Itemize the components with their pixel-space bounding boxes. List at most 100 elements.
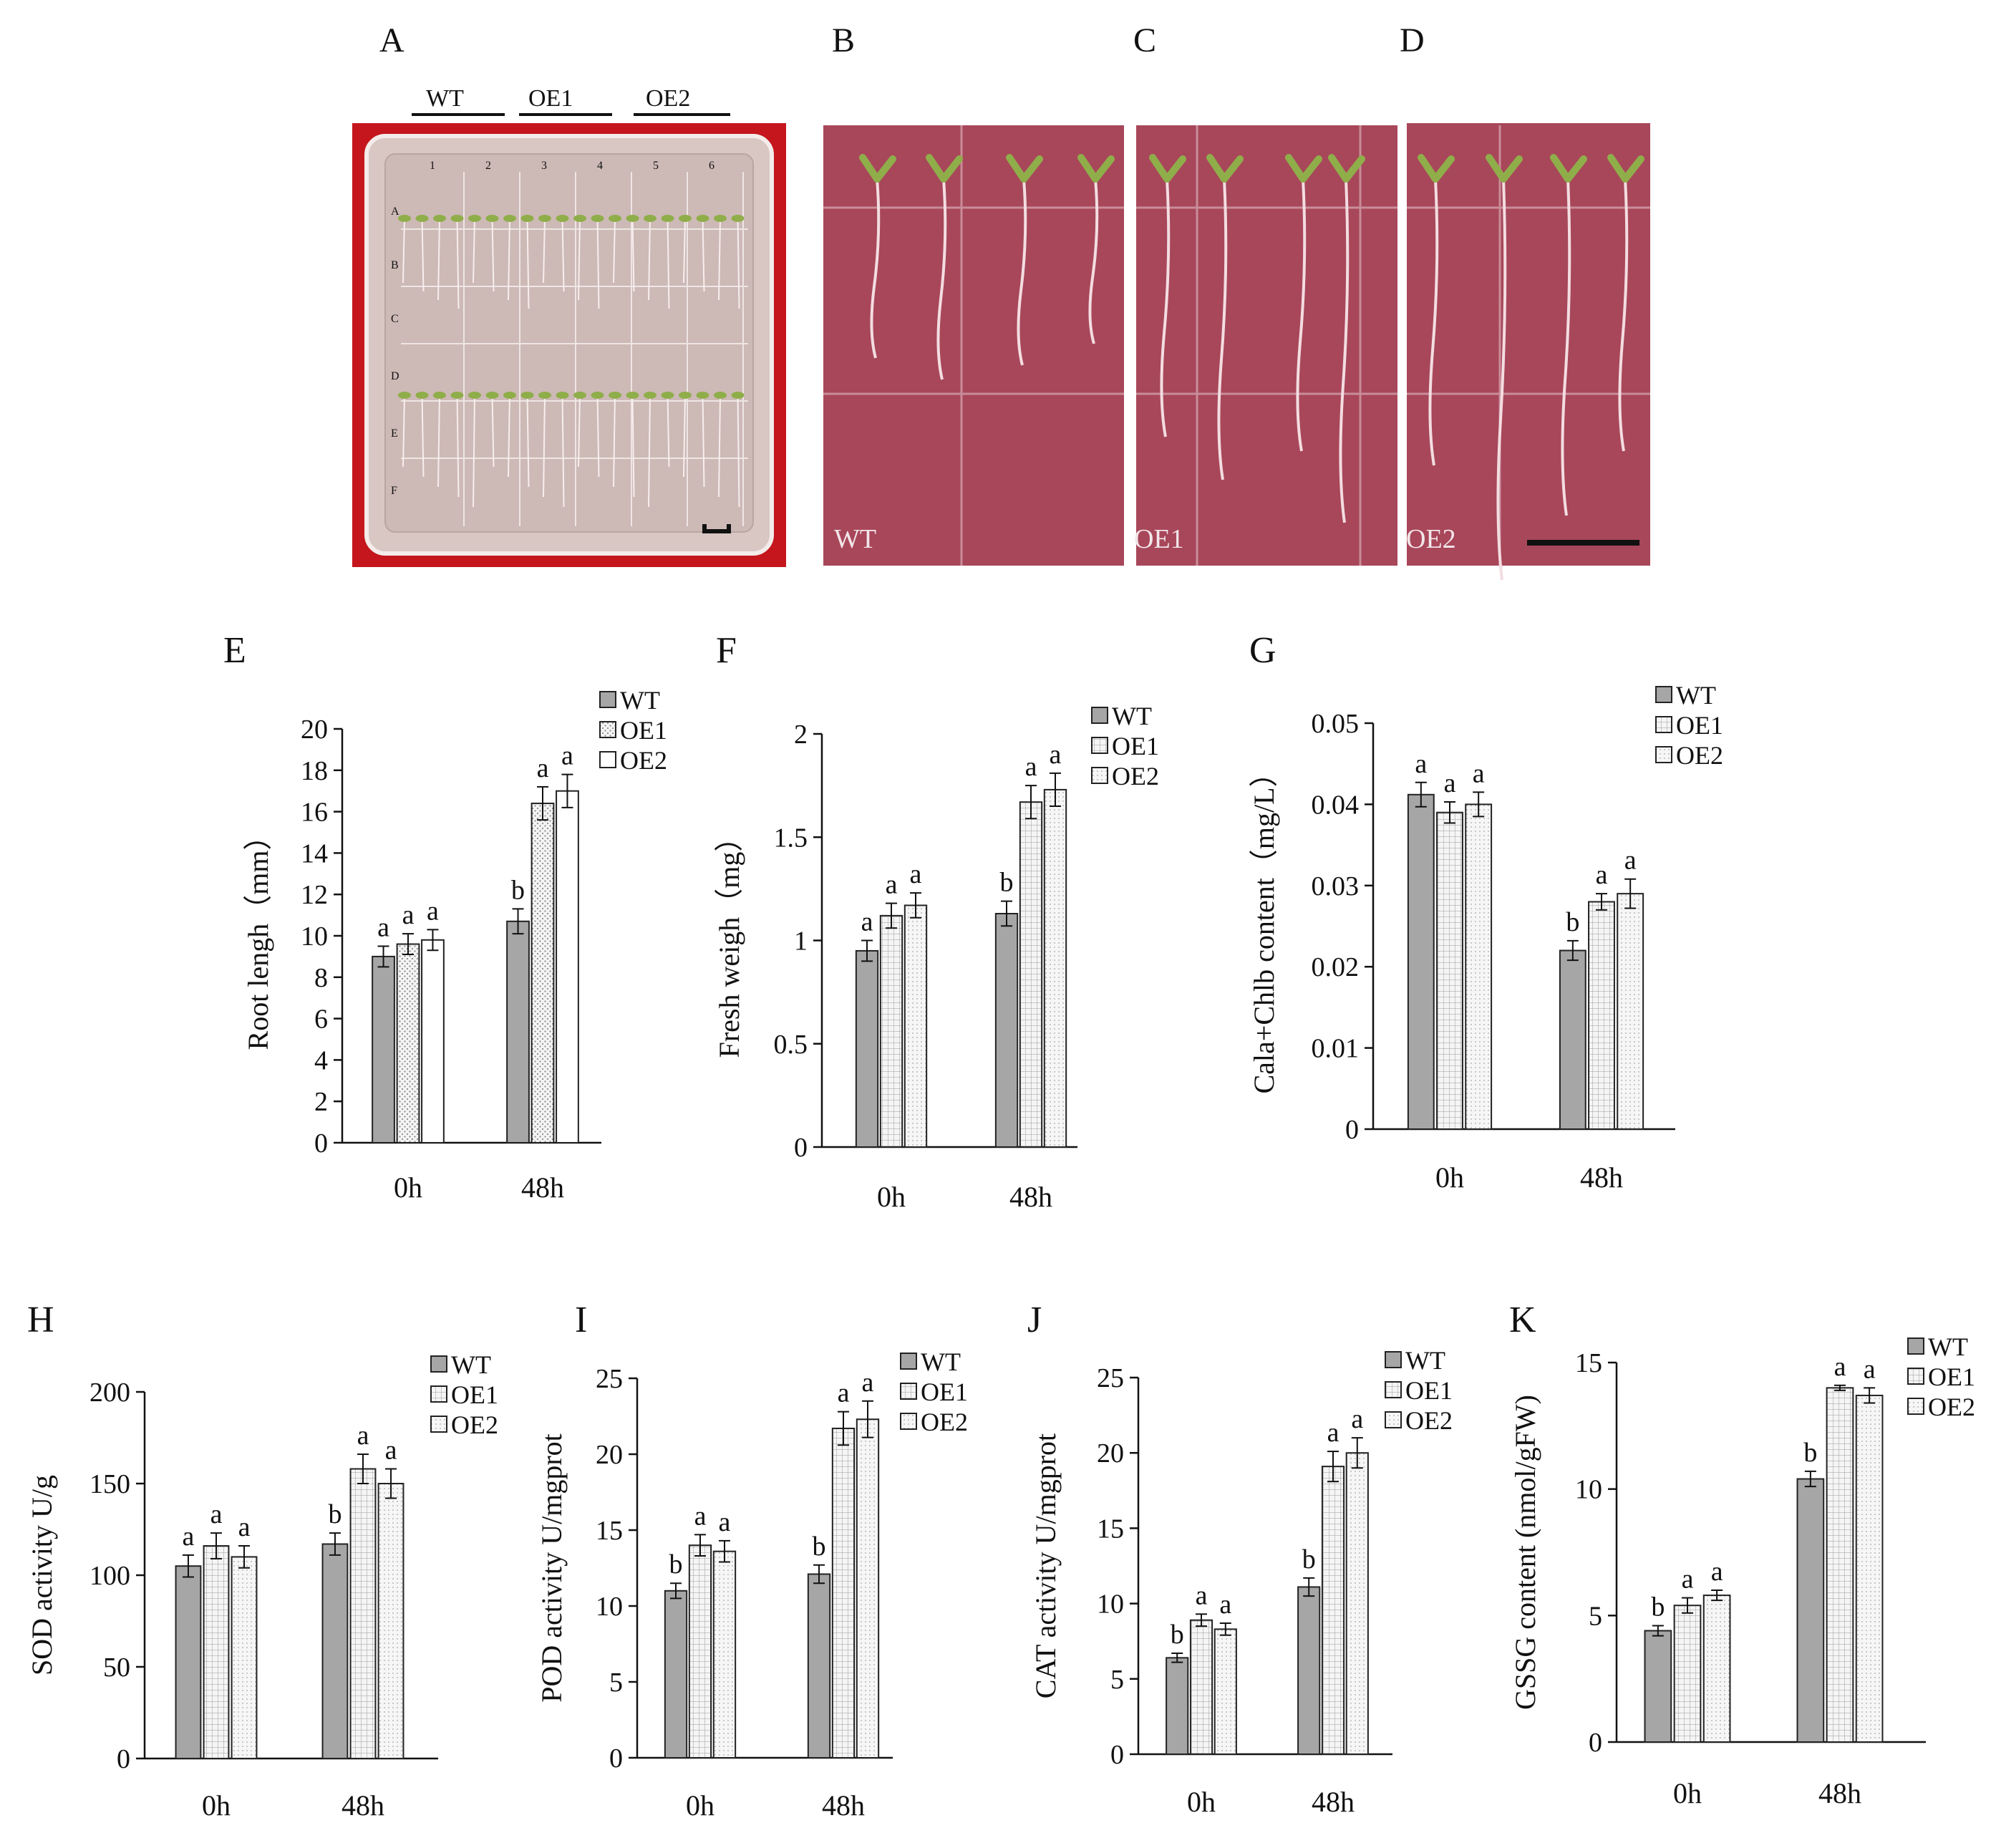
dish-leaf (450, 392, 464, 399)
legend-swatch-wt (1385, 1351, 1402, 1368)
dish-root (508, 395, 510, 478)
significance-letter: a (561, 741, 573, 771)
scale-bar-a (702, 524, 731, 533)
legend-label-oe2: OE2 (620, 746, 667, 775)
x-tick-label: 0h (394, 1171, 422, 1204)
significance-letter: a (1682, 1564, 1694, 1595)
legend-swatch-oe1 (430, 1385, 447, 1403)
dish-root (473, 218, 475, 284)
y-tick-label: 0 (1345, 1115, 1359, 1145)
significance-letter: b (1566, 907, 1579, 937)
seedling-root (1217, 178, 1228, 480)
dish-row-a: A (391, 205, 399, 218)
y-tick-label: 0.03 (1312, 871, 1360, 901)
significance-letter: a (910, 859, 922, 889)
dish-leaf (626, 392, 639, 399)
legend-label-wt: WT (1405, 1346, 1445, 1375)
legend-swatch-oe1 (900, 1383, 917, 1400)
x-tick-label: 0h (1187, 1786, 1216, 1818)
legend-swatch-oe2 (1907, 1398, 1924, 1415)
dish-root (683, 218, 686, 284)
legend-label-oe1: OE1 (620, 716, 667, 745)
dish-col-1: 1 (430, 160, 435, 172)
y-axis-label: Root lengh（mm） (242, 822, 274, 1050)
y-axis-label: GSSG content (nmol/gFW) (1509, 1395, 1541, 1710)
dish-leaf (644, 392, 657, 399)
y-axis-label: SOD activity U/g (26, 1475, 58, 1675)
y-tick-label: 0.05 (1312, 709, 1360, 739)
dish-leaf (591, 392, 604, 399)
bar-oe2-48h (1617, 893, 1644, 1130)
y-tick-label: 6 (314, 1005, 328, 1035)
bar-oe2-48h (1345, 1452, 1369, 1755)
significance-letter: a (1624, 846, 1637, 876)
bar-oe2-0h (231, 1556, 258, 1759)
dish-leaf (696, 215, 709, 222)
panel-letter-c: C (1133, 21, 1156, 59)
y-axis-label: Cala+Chlb content（mg/L） (1248, 758, 1280, 1093)
dish-leaf (679, 392, 692, 399)
legend-swatch-wt (1907, 1337, 1924, 1355)
y-tick-label: 15 (596, 1516, 623, 1546)
significance-letter: a (1473, 758, 1485, 788)
y-tick-label: 0.5 (774, 1030, 808, 1060)
legend-label-wt: WT (921, 1348, 961, 1376)
dish-root (491, 218, 495, 292)
dish-leaf (415, 392, 429, 399)
bar-oe1-48h (1019, 801, 1043, 1148)
y-tick-label: 10 (1575, 1475, 1602, 1505)
bar-wt-48h (994, 912, 1019, 1148)
dish-root (648, 218, 651, 301)
dish-root (456, 395, 460, 498)
significance-letter: a (719, 1507, 731, 1537)
legend-label-wt: WT (620, 686, 660, 715)
legend-swatch-wt (599, 691, 616, 708)
dish-root (421, 395, 425, 478)
dish-leaf (433, 215, 446, 222)
dish-root (526, 218, 530, 309)
dish-root (718, 218, 721, 301)
dish-root (702, 218, 705, 292)
panel-letter-h: H (27, 1300, 54, 1340)
seedling-leaves (1550, 154, 1587, 183)
dish-root (526, 395, 530, 488)
legend-label-wt: WT (451, 1350, 491, 1379)
dish-root (543, 218, 546, 284)
significance-letter: b (1171, 1620, 1184, 1650)
significance-letter: a (1351, 1404, 1363, 1434)
legend-swatch-wt (430, 1355, 447, 1373)
dish-root (613, 218, 616, 284)
dish-row-f: F (391, 485, 397, 497)
dish-seedlings (398, 215, 745, 508)
bar-oe1-0h (1436, 811, 1463, 1130)
bar-wt-48h (321, 1543, 349, 1759)
dish-root (718, 395, 721, 498)
legend-label-oe1: OE1 (451, 1380, 498, 1409)
y-tick-label: 15 (1575, 1348, 1602, 1378)
significance-letter: a (694, 1501, 707, 1531)
y-tick-label: 18 (301, 756, 328, 786)
dish-leaf (503, 392, 516, 399)
y-tick-label: 15 (1097, 1514, 1124, 1544)
legend-swatch-oe2 (1655, 746, 1672, 763)
significance-letter: b (511, 875, 525, 905)
legend-swatch-wt (1091, 707, 1108, 724)
significance-letter: a (1444, 768, 1456, 798)
bar-oe1-48h (1321, 1466, 1345, 1755)
y-axis-label: POD activity U/mgprot (536, 1433, 568, 1703)
dish-root (437, 218, 440, 301)
bar-wt-0h (1644, 1630, 1672, 1743)
significance-letter: a (886, 870, 898, 900)
panel-letter-a: A (379, 21, 404, 59)
y-tick-label: 8 (314, 963, 328, 993)
bar-oe2-0h (903, 904, 928, 1148)
significance-letter: a (1196, 1580, 1208, 1610)
seedling-leaves (926, 154, 963, 183)
seedling-root (1496, 178, 1507, 581)
seedling-leaves (1149, 154, 1186, 183)
significance-letter: a (357, 1421, 369, 1451)
seedling-leaves (1077, 154, 1115, 183)
y-tick-label: 0 (794, 1133, 808, 1163)
